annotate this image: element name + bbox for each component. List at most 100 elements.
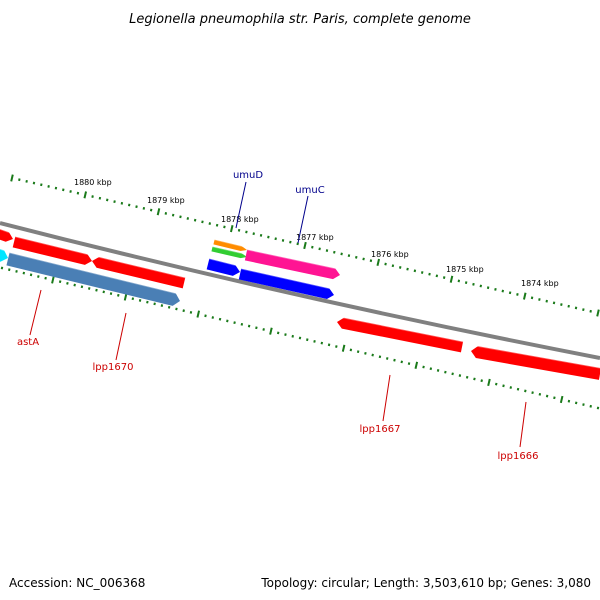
inner-tick <box>589 404 592 408</box>
inner-tick <box>80 285 84 289</box>
inner-tick <box>524 389 527 393</box>
inner-tick <box>341 344 346 352</box>
outer-tick <box>69 190 72 193</box>
inner-tick <box>306 338 309 342</box>
gene-arrow[interactable] <box>238 267 336 300</box>
inner-tick <box>138 299 142 302</box>
inner-tick <box>436 369 440 372</box>
inner-tick <box>22 271 26 275</box>
outer-tick <box>369 259 373 263</box>
outer-tick <box>464 281 468 285</box>
kbp-label: 1876 kbp <box>371 250 409 259</box>
outer-tick <box>552 301 556 305</box>
outer-tick <box>449 275 454 283</box>
outer-tick <box>362 257 365 261</box>
gene-features <box>0 228 600 380</box>
outer-tick <box>98 196 102 200</box>
inner-tick <box>422 365 425 369</box>
inner-tick <box>407 362 411 366</box>
gene-label-leader <box>519 401 527 448</box>
outer-tick <box>391 264 395 268</box>
outer-tick <box>223 225 226 229</box>
outer-tick <box>596 309 600 317</box>
outer-tick <box>574 306 578 310</box>
outer-tick <box>442 276 446 279</box>
inner-tick <box>320 341 324 345</box>
gene-label[interactable]: umuD <box>233 170 263 181</box>
outer-tick <box>582 308 585 312</box>
outer-tick <box>25 179 28 183</box>
gene-label-leader <box>297 195 309 244</box>
inner-tick <box>444 370 447 374</box>
inner-tick <box>574 401 578 405</box>
inner-tick <box>356 350 360 354</box>
gene-label[interactable]: lpp1667 <box>360 424 401 435</box>
gene-arrow[interactable] <box>206 257 242 276</box>
gene-label[interactable]: lpp1666 <box>498 451 539 462</box>
inner-tick <box>327 343 331 347</box>
inner-tick <box>37 275 40 278</box>
inner-tick <box>226 319 229 323</box>
gene-arrow[interactable] <box>244 248 342 280</box>
inner-tick <box>218 317 222 321</box>
gene-label[interactable]: astA <box>17 337 39 348</box>
outer-tick <box>376 258 381 267</box>
inner-tick <box>378 355 382 359</box>
outer-tick <box>318 247 321 251</box>
inner-tick <box>429 367 433 371</box>
outer-tick <box>435 274 439 278</box>
inner-tick <box>502 384 505 388</box>
gene-label-leader <box>29 289 42 336</box>
topology-text: Topology: circular; Length: 3,503,610 bp… <box>260 576 591 590</box>
inner-tick <box>313 340 316 343</box>
gene-arrow[interactable] <box>92 254 186 289</box>
inner-tick <box>58 280 62 284</box>
outer-tick <box>40 183 43 187</box>
gene-label[interactable]: umuC <box>295 185 324 196</box>
inner-tick <box>175 307 178 311</box>
inner-tick <box>465 375 469 379</box>
kbp-label: 1874 kbp <box>521 279 559 288</box>
outer-tick <box>538 298 541 301</box>
gene-label-leader <box>382 374 391 422</box>
outer-tick <box>237 228 241 232</box>
outer-tick <box>340 252 343 256</box>
inner-tick <box>487 378 491 387</box>
gene-arrow[interactable] <box>0 228 15 242</box>
outer-tick <box>347 254 351 258</box>
outer-tick <box>32 181 36 185</box>
gene-arrow[interactable] <box>337 315 464 353</box>
gene-label[interactable]: lpp1670 <box>93 362 134 373</box>
outer-tick <box>413 269 417 273</box>
outer-tick <box>281 239 285 242</box>
outer-tick <box>355 255 358 259</box>
gene-arrow[interactable] <box>213 238 248 252</box>
map-title: Legionella pneumophila str. Paris, compl… <box>129 12 471 27</box>
inner-tick <box>95 288 98 292</box>
inner-tick <box>117 293 120 297</box>
outer-tick <box>267 235 270 239</box>
inner-tick <box>596 406 600 410</box>
inner-tick <box>531 391 534 395</box>
kbp-label: 1875 kbp <box>446 265 484 274</box>
inner-tick <box>0 266 4 270</box>
inner-tick <box>538 392 542 396</box>
inner-tick <box>509 386 513 389</box>
gene-arrow[interactable] <box>471 344 600 380</box>
inner-tick <box>153 302 156 306</box>
gene-arrow[interactable] <box>6 251 182 306</box>
gene-arrow[interactable] <box>0 248 11 262</box>
inner-tick <box>393 358 396 362</box>
kbp-label: 1878 kbp <box>221 215 259 224</box>
outer-tick <box>47 185 50 188</box>
inner-tick <box>146 300 149 304</box>
outer-tick <box>62 188 65 192</box>
inner-tick <box>480 379 483 383</box>
outer-tick <box>589 309 592 313</box>
outer-tick <box>406 267 409 271</box>
gene-arrow[interactable] <box>211 245 248 259</box>
gene-label-leader <box>235 181 247 229</box>
gene-arrow[interactable] <box>12 235 94 265</box>
outer-tick <box>149 208 153 212</box>
inner-tick <box>15 270 18 273</box>
